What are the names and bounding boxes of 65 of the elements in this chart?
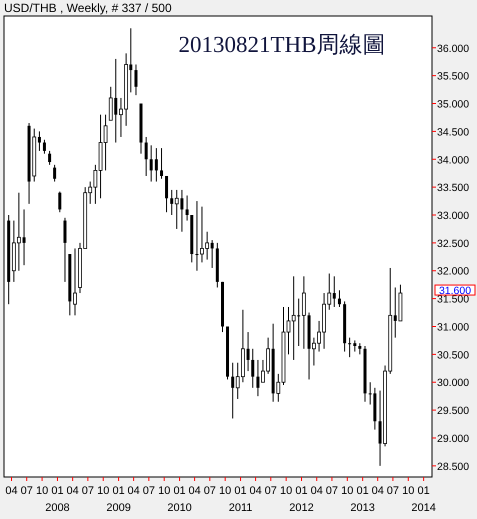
y-tick-label: 31.500 [437,294,470,306]
candlestick [186,194,189,222]
y-tick-label: 35.500 [437,70,470,83]
y-tick-label: 36.000 [437,42,470,55]
y-tick-label: 29.500 [437,405,470,418]
y-tick-label: 30.000 [437,377,470,390]
candlestick [150,144,153,182]
y-tick-label: 34.000 [437,154,470,166]
candlestick [353,340,356,352]
candlestick [174,189,179,230]
y-tick-label: 32.500 [437,238,470,250]
candlestick [38,130,41,152]
candlestick [231,362,234,419]
x-tick-label: 04 [310,485,323,497]
x-tick-label: 04 [128,485,140,497]
candlestick [251,348,254,388]
y-tick-label: 35.000 [437,98,470,111]
candlestick [108,86,113,121]
candlestick [154,148,158,182]
y-tick-label: 32.000 [437,266,470,278]
y-tick-label: 31.000 [437,321,470,334]
candlestick [338,290,341,308]
x-tick-label: 04 [66,485,79,497]
x-tick-label: 07 [82,485,94,497]
candlestick [134,64,138,96]
candlestick [58,191,62,213]
candlestick [63,217,66,282]
candlestick [170,189,174,216]
candlestick [160,148,164,180]
y-tick-label: 34.500 [437,126,470,138]
candlestick [180,189,184,232]
candlestick [332,276,336,308]
x-tick-label: 07 [20,485,33,497]
text: 20130821THB周線圖 [178,32,386,57]
x-tick-label: 10 [97,485,110,497]
candlestick [144,136,148,176]
x-tick-label: 04 [372,485,384,497]
x-tick-label: 07 [204,485,216,497]
candlestick [348,337,352,358]
y-tick-label: 30.500 [437,349,470,362]
candlestick [42,139,46,154]
x-tick-label: 10 [219,485,232,497]
candlestick [48,150,52,166]
chart-subtitle: USD/THB , Weekly, # 337 / 500 [4,1,172,15]
x-tick-label: 10 [402,485,414,497]
x-tick-label: 04 [249,485,262,497]
y-tick-label: 33.000 [437,210,470,222]
y-tick-label: 33.500 [437,182,470,194]
y-tick-label: 28.500 [437,460,470,473]
x-tick-label: 07 [264,485,277,497]
x-tick-label: 07 [142,485,155,497]
candlestick [165,175,168,213]
candlestick [368,382,372,406]
x-tick-label: 07 [326,485,338,497]
x-tick-label: 10 [36,485,48,497]
y-tick-label: 29.000 [437,432,470,445]
candlestick [358,342,362,355]
x-tick-label: 10 [280,485,292,497]
x-tick-label: 04 [188,485,201,497]
candlestick [53,164,56,182]
x-tick-label: 07 [386,485,400,497]
x-tick-label: 04 [5,485,18,497]
x-tick-label: 10 [341,485,354,497]
x-tick-label: 10 [158,485,170,497]
candlestick [302,276,306,350]
